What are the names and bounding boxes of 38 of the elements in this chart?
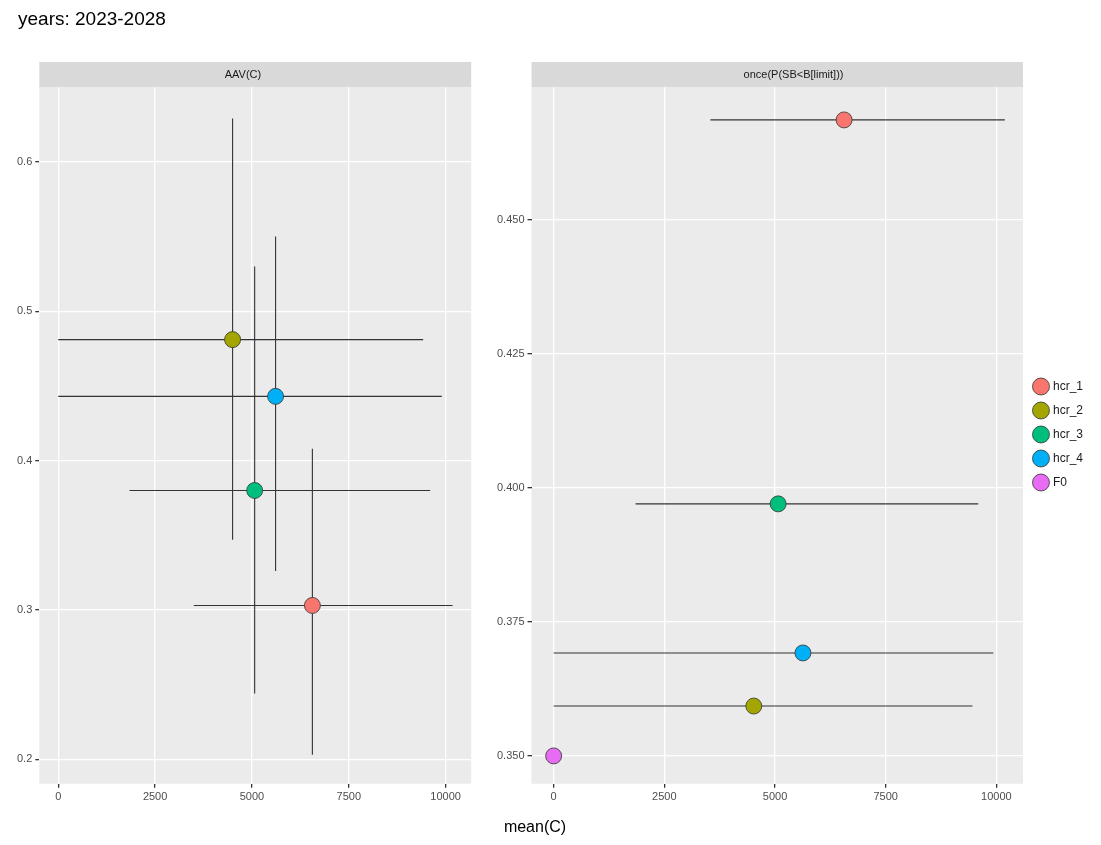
- chart-title: once(P(SB<B[limit])): [743, 67, 844, 80]
- point: [303, 597, 321, 614]
- point: [545, 747, 563, 765]
- x-tick-label: 2500: [142, 790, 168, 803]
- chart-title: AAV(C): [224, 67, 262, 80]
- y-tick-label: 0.425: [497, 346, 525, 359]
- legend-label: hcr_4: [1052, 450, 1084, 465]
- x-tick-label: 5000: [762, 790, 788, 803]
- y-tick-label: 0.400: [497, 480, 525, 493]
- y-tick-label: 0.4: [16, 453, 33, 466]
- point: [224, 331, 241, 349]
- point: [246, 482, 264, 499]
- y-tick-label: 0.3: [16, 602, 33, 615]
- legend-label: hcr_1: [1052, 378, 1084, 393]
- point: [794, 644, 812, 662]
- text: years: 2023-2028: [18, 8, 166, 30]
- point: [769, 495, 787, 513]
- point: [267, 387, 284, 405]
- point: [745, 697, 763, 715]
- legend-label: F0: [1052, 474, 1068, 489]
- x-tick-label: 5000: [239, 790, 265, 803]
- x-tick-label: 7500: [873, 790, 898, 803]
- x-tick-label: 7500: [336, 790, 362, 803]
- y-tick-label: 0.350: [497, 748, 525, 761]
- y-tick-label: 0.375: [497, 614, 525, 627]
- x-tick-label: 10000: [430, 790, 461, 803]
- x-tick-label: 2500: [652, 790, 677, 803]
- legend-label: hcr_3: [1052, 426, 1084, 441]
- x-tick-label: 0: [550, 790, 557, 803]
- x-axis-title: mean(C): [503, 818, 567, 836]
- y-tick-label: 0.450: [497, 212, 525, 225]
- point: [835, 111, 853, 129]
- legend-label: hcr_2: [1052, 402, 1084, 417]
- y-tick-label: 0.6: [16, 154, 33, 167]
- x-tick-label: 10000: [981, 790, 1012, 803]
- y-tick-label: 0.5: [16, 304, 33, 317]
- x-tick-label: 0: [55, 790, 62, 803]
- y-tick-label: 0.2: [16, 752, 33, 765]
